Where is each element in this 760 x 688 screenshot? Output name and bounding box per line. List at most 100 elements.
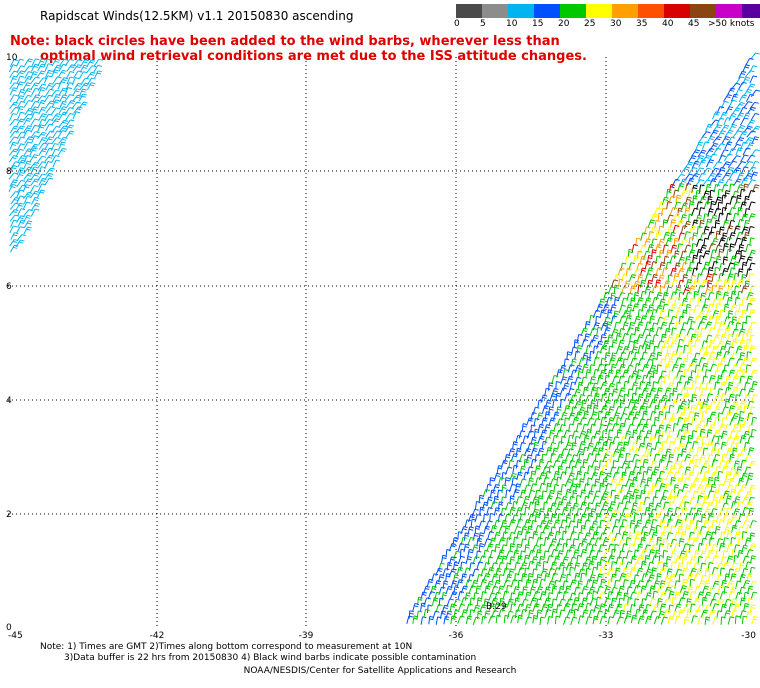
wind-barb [510,603,516,612]
wind-barb [660,430,668,440]
wind-barb [677,443,685,452]
wind-barb [647,244,654,253]
wind-barb [623,615,631,624]
wind-barb [730,573,737,582]
wind-barb [22,82,32,90]
wind-barb [732,212,740,222]
wind-barb [590,435,597,445]
wind-barb [659,495,667,505]
wind-barb [611,423,620,432]
wind-barb [31,87,40,96]
wind-barb [720,430,728,439]
wind-barb [23,226,32,235]
wind-barb [45,167,55,175]
wind-barb [556,441,564,450]
wind-barb [689,496,697,505]
wind-barb [641,423,649,432]
wind-barb [654,441,662,451]
wind-barb [23,220,33,229]
wind-barb [745,364,752,373]
wind-barb [743,219,750,229]
wind-barb [693,386,701,396]
wind-barb [686,608,693,618]
wind-barb [736,501,744,510]
wind-barb [559,398,566,408]
wind-barb [45,147,54,156]
wind-barb [44,63,53,72]
wind-barb [729,195,737,205]
wind-barb [678,232,685,241]
wind-barb [749,357,758,366]
wind-barb [643,496,650,506]
wind-barb [739,362,746,372]
wind-barb [548,406,554,415]
wind-barb [599,460,605,469]
legend-swatch-4 [560,4,586,18]
wind-barb [651,357,658,367]
wind-barb [705,358,713,367]
wind-barb [671,596,677,606]
wind-barb [607,616,614,625]
wind-barb [638,442,646,452]
wind-barb [721,267,729,277]
wind-barb [657,225,664,235]
wind-barb [674,262,681,271]
wind-barb [36,70,46,79]
wind-barb [686,177,695,186]
wind-barb [628,448,635,458]
wind-barb [627,411,635,420]
wind-barb [676,489,684,498]
wind-barb [72,94,82,102]
wind-barb [717,340,725,349]
wind-barb [618,304,626,314]
wind-barb [742,507,749,516]
wind-barb [606,321,612,330]
wind-barb [44,154,54,162]
wind-barb [45,100,55,108]
wind-barb [718,226,725,235]
wind-barb [493,472,501,482]
x-tick-label: -36 [449,631,464,641]
wind-barb [564,466,571,475]
wind-barb [630,614,638,624]
wind-barb [701,410,708,420]
wind-barb [695,400,703,410]
wind-barb [31,106,39,115]
wind-barb [678,538,685,547]
wind-barb [642,470,648,480]
wind-barb [683,501,690,510]
wind-barb [620,286,628,295]
wind-barb [66,64,76,72]
wind-barb [545,470,552,480]
wind-barb [716,562,724,572]
wind-barb [667,309,674,318]
wind-barb [562,543,568,552]
wind-barb [701,400,709,410]
wind-barb [735,345,743,355]
wind-barb [716,143,725,151]
wind-barb [639,454,647,464]
wind-barb [653,616,661,625]
wind-barb [711,285,717,294]
wind-barb [634,315,641,325]
wind-barb [723,117,731,126]
wind-barb [564,525,571,534]
wind-barb [718,519,725,528]
wind-barb [52,76,62,84]
wind-barb [592,615,599,625]
wind-barb [523,554,530,564]
wind-barb [651,567,657,576]
wind-barb [580,524,586,534]
wind-barb [652,496,659,505]
wind-barb [467,574,475,583]
wind-barb [642,410,648,420]
wind-barb [570,346,578,356]
y-tick-label: 10 [6,53,18,63]
wind-barb [697,616,704,625]
wind-barb [72,111,81,120]
wind-barb [660,333,667,343]
wind-barb [644,260,652,270]
wind-barb [30,166,39,175]
wind-barb [648,304,655,313]
map-title: Rapidscat Winds(12.5KM) v1.1 20150830 as… [40,9,354,23]
